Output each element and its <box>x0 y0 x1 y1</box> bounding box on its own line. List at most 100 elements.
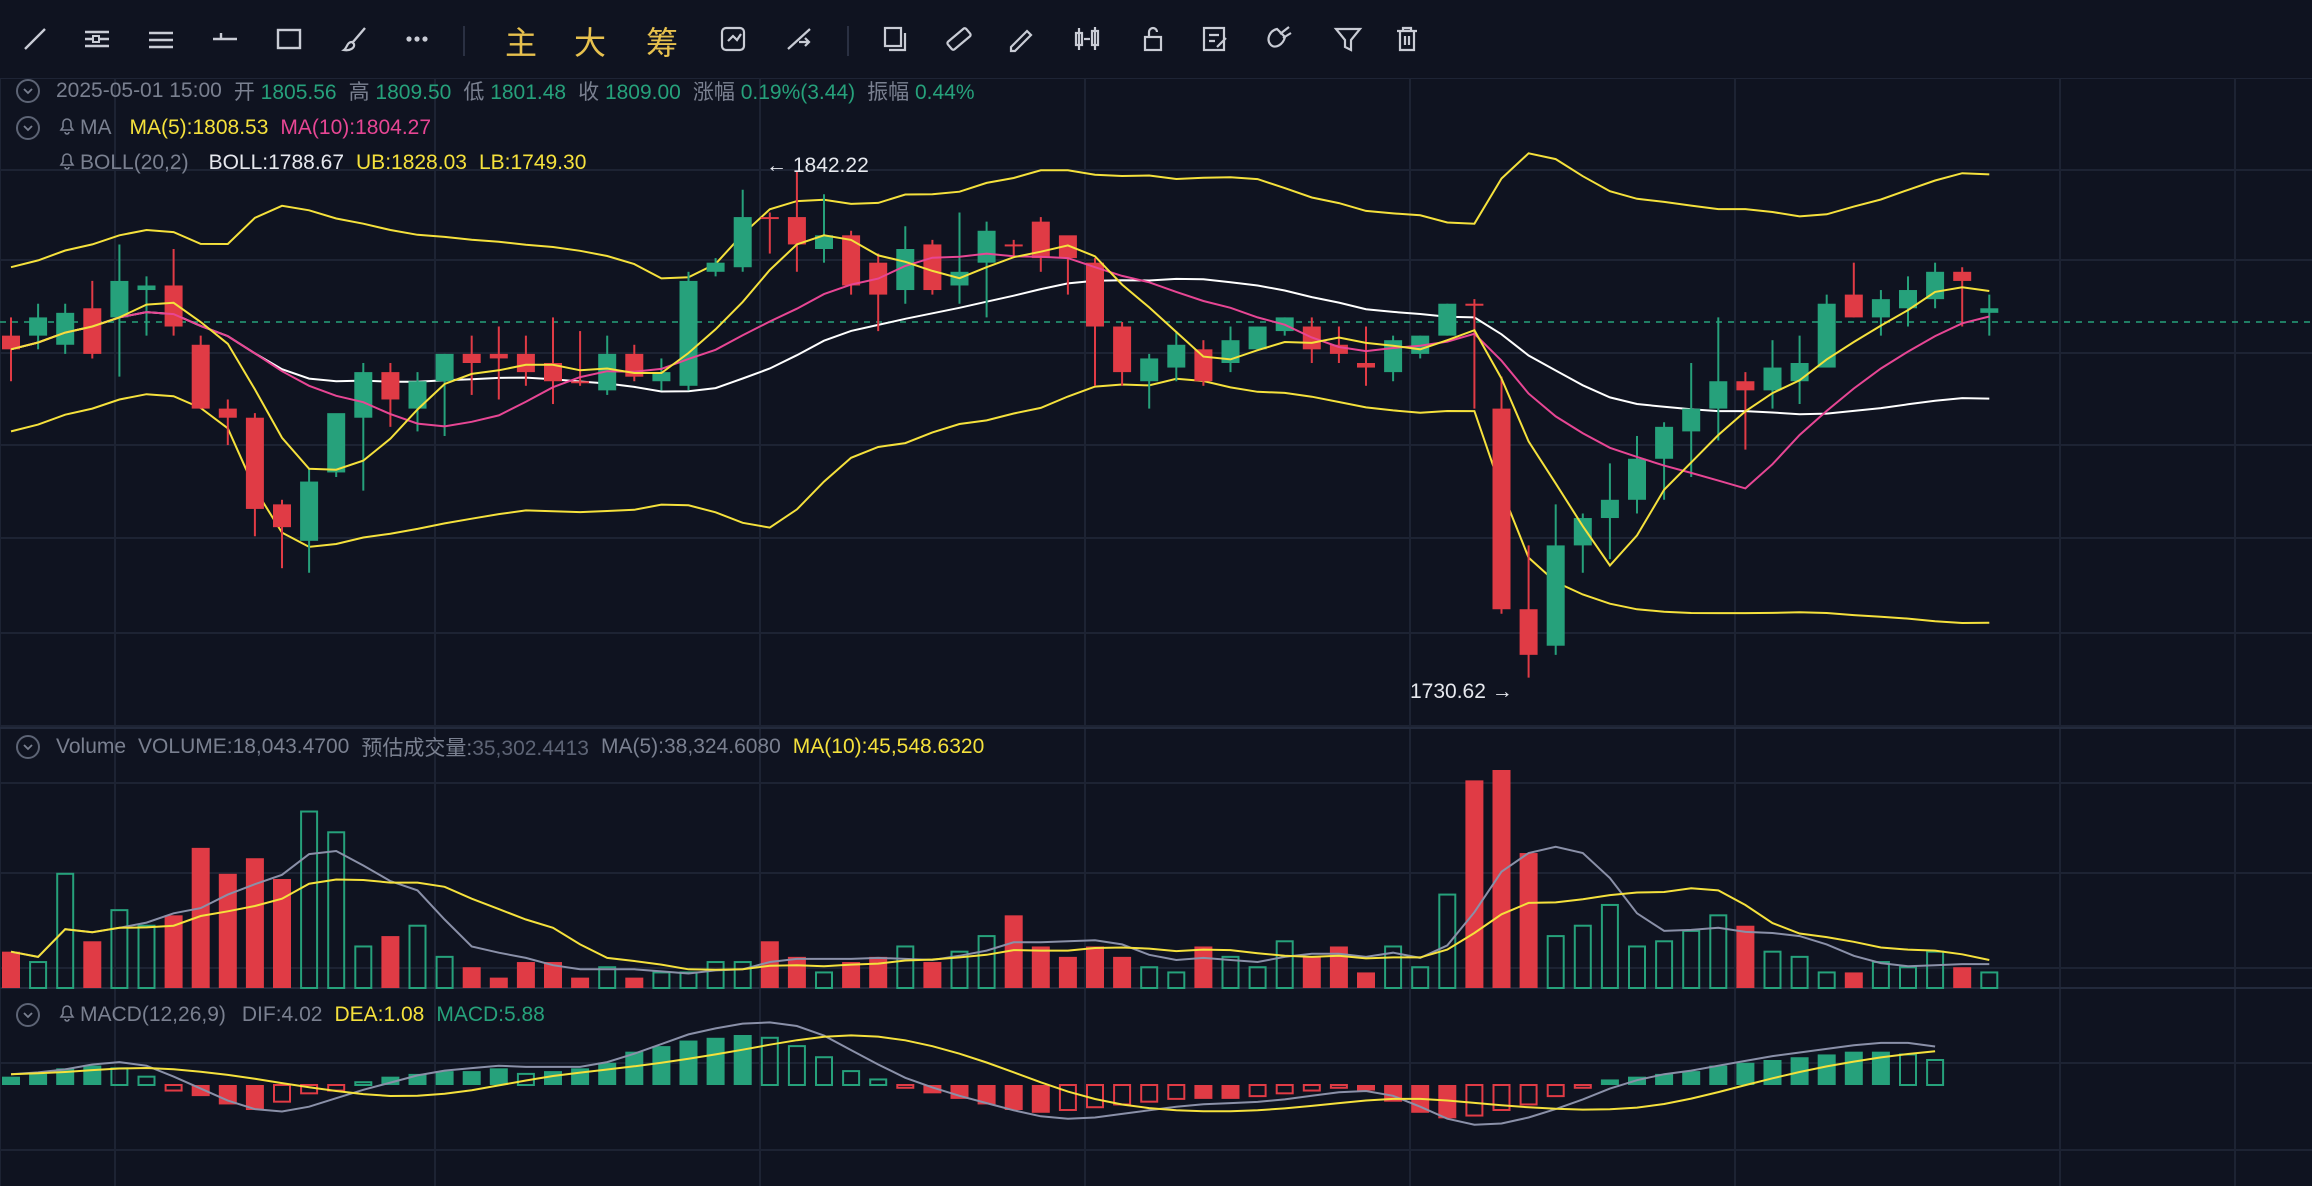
macd-histogram-bar <box>923 1085 942 1094</box>
pencil-icon[interactable] <box>1004 22 1038 56</box>
brush-icon[interactable] <box>338 22 372 56</box>
volume-ma5-line <box>10 845 1990 975</box>
ma10-value: MA(10):1804.27 <box>280 116 432 139</box>
candle-body <box>273 504 291 528</box>
ruler-icon[interactable] <box>942 22 976 56</box>
macd-histogram-bar <box>1248 1084 1267 1098</box>
candle-body <box>706 262 725 272</box>
macd-name: MACD(12,26,9) <box>80 1003 226 1026</box>
boll-upper-line <box>10 152 1990 280</box>
macd-histogram-bar <box>1871 1051 1890 1085</box>
macd-histogram-bar <box>842 1070 861 1086</box>
boll-ub-value: UB:1828.03 <box>356 151 467 174</box>
bell-icon[interactable] <box>56 149 78 177</box>
boll-name: BOLL(20,2) <box>80 151 189 174</box>
candle-body <box>977 230 996 263</box>
trend-line-icon[interactable] <box>18 22 52 56</box>
bell-icon[interactable] <box>56 114 78 142</box>
collapse-toggle-icon[interactable] <box>16 1003 40 1027</box>
candle-body <box>923 244 942 291</box>
candle-body <box>760 217 779 220</box>
candle-body <box>1329 344 1348 354</box>
candle-body <box>435 353 454 382</box>
volume-bar <box>1275 940 1294 989</box>
bell-icon[interactable] <box>56 1001 78 1029</box>
rectangle-icon[interactable] <box>272 22 306 56</box>
amplitude-label: 振幅 <box>867 81 910 104</box>
volume-bar <box>1058 956 1077 988</box>
high-annotation-value: 1842.22 <box>792 154 869 177</box>
filter-icon[interactable] <box>1331 22 1365 56</box>
big-order-tab[interactable]: 大 <box>574 24 607 62</box>
candle-body <box>1438 303 1457 336</box>
volume-bar <box>110 909 129 990</box>
volume-bar <box>1519 853 1538 988</box>
volume-bar <box>1600 903 1619 990</box>
candle-body <box>218 408 237 418</box>
low-annotation: 1730.62 → <box>1410 680 1513 704</box>
chip-distribution-tab[interactable]: 筹 <box>646 24 679 62</box>
volume-bar <box>950 950 969 990</box>
volume-bar <box>462 967 481 988</box>
volume-bar <box>598 966 617 990</box>
macd-histogram-bar <box>29 1073 48 1085</box>
open-value: 1805.56 <box>260 81 337 104</box>
volume-bar <box>191 847 210 988</box>
low-value: 1801.48 <box>490 81 567 104</box>
delete-icon[interactable] <box>1390 22 1424 56</box>
macd-histogram-bar <box>1844 1051 1863 1085</box>
parallel-channel-icon[interactable] <box>144 22 178 56</box>
candle-body <box>1004 244 1023 247</box>
macd-histogram-bar <box>1709 1065 1728 1085</box>
volume-bar <box>516 962 535 988</box>
candle-body <box>1167 344 1186 368</box>
volume-bar <box>1167 971 1186 990</box>
macd-histogram-bar <box>489 1068 508 1085</box>
candle-body <box>245 417 264 509</box>
collapse-toggle-icon[interactable] <box>16 735 40 759</box>
more-icon[interactable] <box>400 22 434 56</box>
collapse-toggle-icon[interactable] <box>16 116 40 140</box>
note-icon[interactable] <box>1198 22 1232 56</box>
lock-icon[interactable] <box>1136 22 1170 56</box>
main-indicator-tab[interactable]: 主 <box>505 24 538 62</box>
close-value: 1809.00 <box>604 81 681 104</box>
macd-histogram-bar <box>1031 1085 1050 1113</box>
candlestick-chart[interactable] <box>0 78 2312 1186</box>
candle-body <box>1031 221 1050 259</box>
macd-histogram-bar <box>462 1071 481 1085</box>
collapse-toggle-icon[interactable] <box>16 79 40 103</box>
high-value: 1809.50 <box>375 81 452 104</box>
candle-body <box>1086 262 1104 327</box>
volume-bar <box>29 961 48 989</box>
macd-histogram-bar <box>815 1056 833 1087</box>
volume-bar <box>354 945 373 990</box>
volume-bar <box>327 831 346 989</box>
horizontal-lines-icon[interactable] <box>80 22 114 56</box>
compare-icon[interactable] <box>782 22 816 56</box>
candle-body <box>1655 426 1674 459</box>
drawing-toolbar: 主 大 筹 <box>0 0 2312 79</box>
candle-body <box>1058 235 1077 259</box>
candle-body <box>29 317 48 336</box>
replay-icon[interactable] <box>716 22 750 56</box>
horizontal-ray-icon[interactable] <box>208 22 242 56</box>
volume-ma10-line <box>10 878 1990 971</box>
magnet-icon[interactable] <box>1262 22 1296 56</box>
volume-bar <box>652 971 671 990</box>
high-annotation: ← 1842.22 <box>766 154 869 178</box>
volume-bar <box>435 955 454 989</box>
volume-bar <box>1682 929 1701 990</box>
volume-bar <box>164 915 183 988</box>
macd-histogram-bar <box>1357 1085 1375 1091</box>
macd-legend: MACD(12,26,9) DIF:4.02 DEA:1.08 MACD:5.8… <box>16 1000 545 1030</box>
candle-type-icon[interactable] <box>1070 22 1104 56</box>
ohlc-datetime: 2025-05-01 15:00 <box>56 79 222 102</box>
volume-bar <box>1980 971 1999 990</box>
boll-lb-value: LB:1749.30 <box>478 151 587 174</box>
candle-body <box>1492 408 1511 610</box>
copy-icon[interactable] <box>878 22 912 56</box>
volume-name: Volume <box>56 735 127 758</box>
macd-histogram-bar <box>273 1084 291 1103</box>
macd-histogram-bar <box>625 1051 644 1085</box>
